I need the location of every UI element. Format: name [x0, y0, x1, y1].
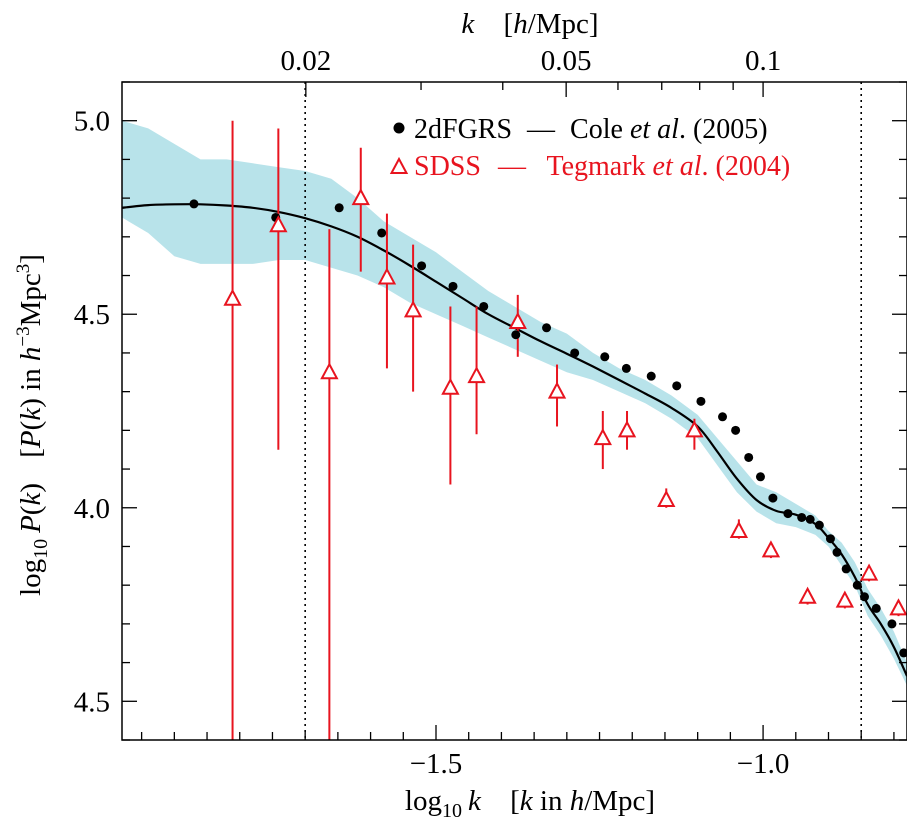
- x-axis-label-log: log: [405, 785, 442, 817]
- sdss-point: [859, 563, 879, 581]
- model-curve: [122, 203, 907, 677]
- 2dfgrs-point: [731, 425, 741, 435]
- 2dfgrs-point: [832, 547, 842, 557]
- sdss-point: [835, 590, 855, 608]
- 2dfgrs-point: [377, 228, 387, 238]
- 2dfgrs-point: [448, 281, 458, 291]
- sdss-point: [508, 311, 527, 329]
- 2dfgrs-point: [755, 472, 765, 482]
- sdss-point: [377, 267, 397, 285]
- y-axis-label: log10 P(k) [P(k) in h−3Mpc3]: [13, 254, 52, 596]
- 2dfgrs-point: [887, 619, 897, 629]
- sdss-point: [441, 377, 460, 395]
- legend: 2dFGRS — Cole et al. (2005) SDSS — Tegma…: [389, 114, 790, 182]
- sdss-point: [223, 288, 242, 306]
- 2dfgrs-point: [570, 348, 580, 358]
- y-tick-label: 4.5: [74, 299, 110, 331]
- y-axis-label-unit: [P(k) in h−3Mpc3]: [13, 254, 47, 458]
- top-tick-label: 0.05: [541, 45, 592, 77]
- sdss-point: [403, 300, 423, 318]
- legend-entry-sdss: SDSS — Tegmark et al. (2004): [414, 151, 790, 182]
- legend-marker-sdss: [389, 156, 409, 174]
- y-axis-label-sub: 10: [30, 539, 52, 559]
- plot-area: [122, 82, 907, 740]
- sdss-point: [467, 366, 486, 384]
- sdss-point: [889, 598, 907, 616]
- plot-frame: [121, 81, 907, 741]
- axis-ticks: [122, 81, 907, 741]
- 2dfgrs-point: [542, 323, 552, 333]
- vertical-reference-lines: [304, 82, 863, 740]
- top-axis-unit: [h/Mpc]: [504, 8, 599, 40]
- error-band: [122, 120, 907, 686]
- y-tick-label: 4.0: [74, 493, 110, 525]
- legend-entry-2dfgrs: 2dFGRS — Cole et al. (2005): [414, 114, 768, 145]
- top-tick-label: 0.02: [280, 45, 331, 77]
- legend-ref-italic-2dfgrs: et al: [630, 114, 679, 145]
- 2dfgrs-point: [511, 330, 521, 340]
- 2dfgrs-point: [805, 514, 815, 524]
- legend-sep-sdss: —: [497, 151, 527, 182]
- sdss-point: [685, 420, 704, 438]
- error-band-layer: [122, 120, 907, 686]
- 2dfgrs-point: [797, 512, 807, 522]
- top-axis-var: k: [461, 8, 475, 40]
- 2dfgrs-point: [334, 203, 344, 213]
- 2dfgrs-point: [814, 520, 824, 530]
- y-tick-label: 4.5: [74, 686, 110, 718]
- 2dfgrs-point: [417, 261, 427, 271]
- legend-marker-2dfgrs: [393, 122, 405, 134]
- 2dfgrs-point: [768, 493, 778, 503]
- sdss-point: [729, 520, 749, 538]
- model-curve-layer: [122, 203, 907, 677]
- 2dfgrs-point: [841, 564, 851, 574]
- y-axis-label-log: log: [15, 559, 47, 596]
- x-axis-label-var: k: [468, 785, 482, 817]
- 2dfgrs-point: [718, 412, 728, 422]
- 2dfgrs-point: [621, 363, 631, 373]
- 2dfgrs-point: [825, 534, 835, 544]
- 2dfgrs-point: [899, 648, 907, 658]
- top-tick-label: 0.1: [745, 45, 781, 77]
- legend-ref-2dfgrs: Cole: [570, 114, 630, 145]
- sdss-point: [320, 362, 339, 380]
- y-tick-label: 5.0: [74, 106, 110, 138]
- x-axis-label: log10 k [k in h/Mpc]: [405, 785, 655, 822]
- 2dfgrs-point: [479, 301, 489, 311]
- top-axis-label: k [h/Mpc]: [461, 8, 598, 40]
- x-axis-label-unit: [k in h/Mpc]: [510, 785, 655, 817]
- sdss-point: [761, 540, 781, 558]
- sdss-point: [798, 586, 817, 604]
- 2dfgrs-point: [871, 603, 881, 613]
- axis-tick-labels: −1.5 −1.0 5.0 4.5 4.0 4.5 0.02 0.05 0.1: [74, 45, 790, 780]
- x-tick-label: −1.0: [737, 748, 790, 780]
- legend-ref-italic-sdss: et al: [653, 151, 702, 182]
- y-axis-label-func: P(k): [15, 483, 47, 534]
- legend-name-2dfgrs: 2dFGRS: [414, 114, 512, 145]
- 2dfgrs-point: [852, 580, 862, 590]
- sdss-point: [593, 427, 612, 446]
- x-tick-label: −1.5: [410, 748, 463, 780]
- sdss-point: [657, 489, 676, 508]
- sdss-point: [547, 381, 567, 399]
- data-points-layer: [189, 187, 907, 658]
- sdss-point: [617, 420, 637, 438]
- 2dfgrs-point: [189, 199, 199, 209]
- legend-sep-2dfgrs: —: [526, 114, 556, 145]
- 2dfgrs-point: [600, 352, 610, 362]
- 2dfgrs-point: [783, 509, 793, 519]
- legend-ref-year-sdss: . (2004): [702, 151, 791, 182]
- sdss-point: [269, 215, 288, 233]
- legend-name-sdss: SDSS: [414, 151, 481, 182]
- 2dfgrs-point: [672, 381, 682, 391]
- 2dfgrs-point: [696, 396, 706, 406]
- 2dfgrs-point: [859, 592, 869, 602]
- sdss-point: [351, 187, 370, 206]
- legend-ref-sdss: Tegmark: [546, 151, 652, 182]
- 2dfgrs-point: [646, 371, 656, 381]
- x-axis-label-sub: 10: [442, 800, 462, 822]
- 2dfgrs-point: [744, 452, 754, 462]
- legend-ref-year-2dfgrs: . (2005): [679, 114, 768, 145]
